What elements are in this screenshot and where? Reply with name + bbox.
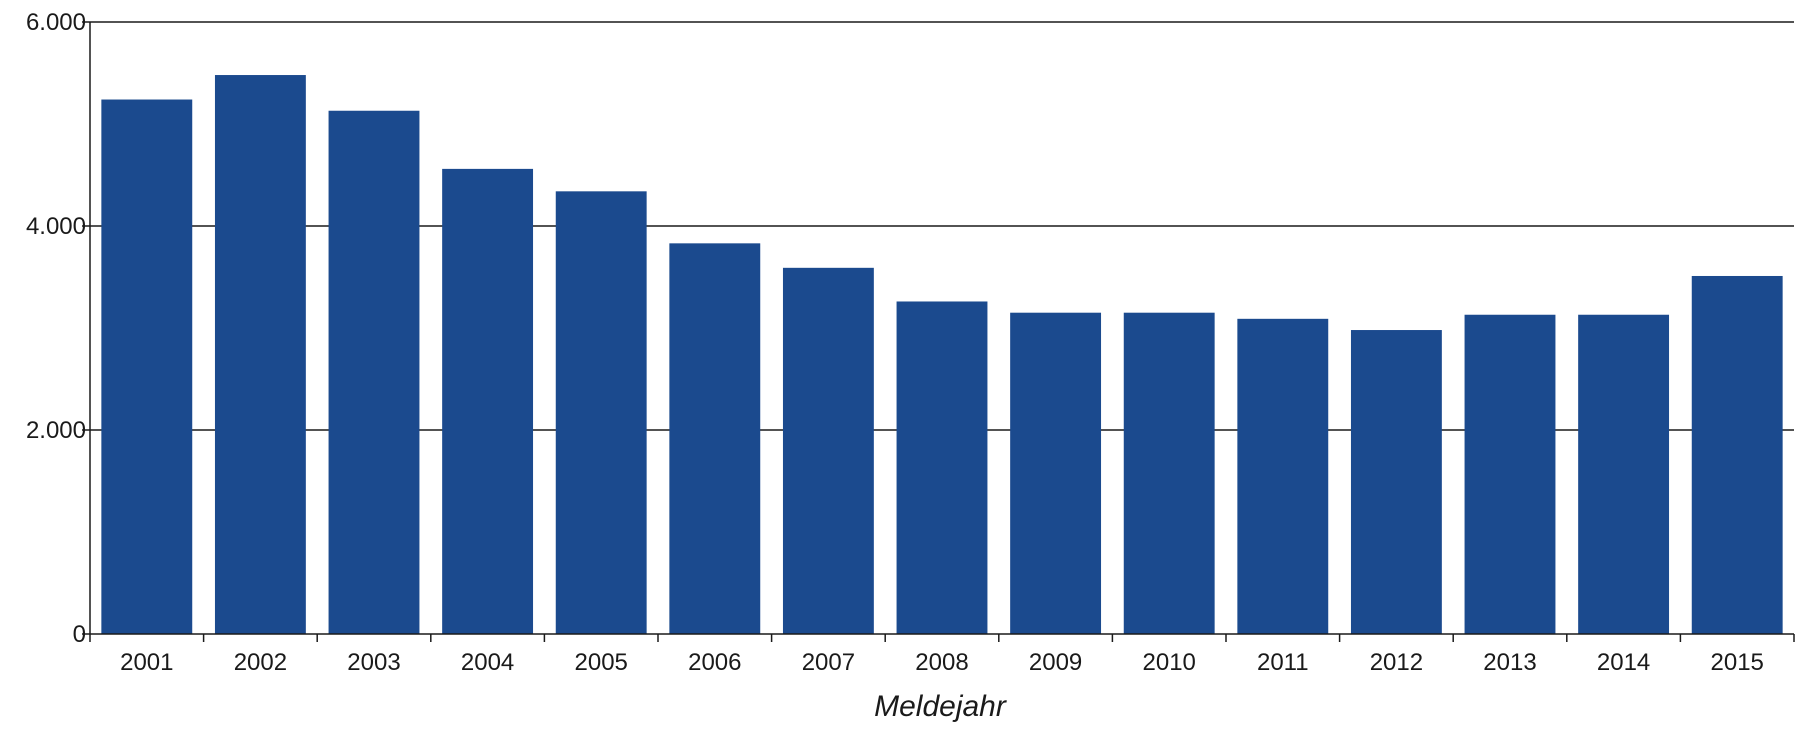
- x-tick-label: 2006: [688, 649, 741, 676]
- bar-2002: [214, 75, 306, 635]
- bar-2010: [1123, 312, 1215, 634]
- x-axis-title: Meldejahr: [874, 690, 1007, 723]
- x-tick-label: 2002: [234, 649, 287, 676]
- x-tick-label: 2014: [1597, 649, 1650, 676]
- x-tick-label: 2005: [575, 649, 628, 676]
- y-tick-label: 6.000: [26, 9, 86, 36]
- bar-2001: [101, 99, 193, 634]
- bar-2008: [896, 301, 988, 634]
- bar-2007: [782, 267, 874, 634]
- y-tick-label: 4.000: [26, 213, 86, 240]
- bar-2011: [1237, 318, 1329, 634]
- x-tick-label: 2010: [1143, 649, 1196, 676]
- x-tick-label: 2013: [1483, 649, 1536, 676]
- x-tick-label: 2004: [461, 649, 514, 676]
- x-tick-label: 2015: [1711, 649, 1764, 676]
- y-tick-labels: 0 2.000 4.000 6.000: [26, 9, 86, 648]
- x-tick-label: 2001: [120, 649, 173, 676]
- x-tick-label: 2008: [915, 649, 968, 676]
- axes: [82, 21, 1795, 642]
- y-tick-label: 2.000: [26, 417, 86, 444]
- x-tick-label: 2012: [1370, 649, 1423, 676]
- x-tick-label: 2003: [347, 649, 400, 676]
- bar-2012: [1350, 330, 1442, 634]
- y-tick-label: 0: [73, 621, 86, 648]
- bar-2006: [669, 243, 761, 634]
- x-tick-label: 2009: [1029, 649, 1082, 676]
- bar-2005: [555, 191, 647, 634]
- bars: [101, 75, 1783, 635]
- bar-2013: [1464, 314, 1556, 634]
- bar-2004: [442, 168, 534, 634]
- bar-2003: [328, 110, 420, 635]
- x-tick-label: 2011: [1257, 649, 1309, 676]
- x-tick-label: 2007: [802, 649, 855, 676]
- x-tick-labels: 2001 2002 2003 2004 2005 2006 2007 2008 2009 2010…: [120, 649, 1764, 676]
- bar-2014: [1578, 314, 1670, 634]
- bar-2015: [1691, 275, 1783, 634]
- bar-2009: [1010, 312, 1102, 634]
